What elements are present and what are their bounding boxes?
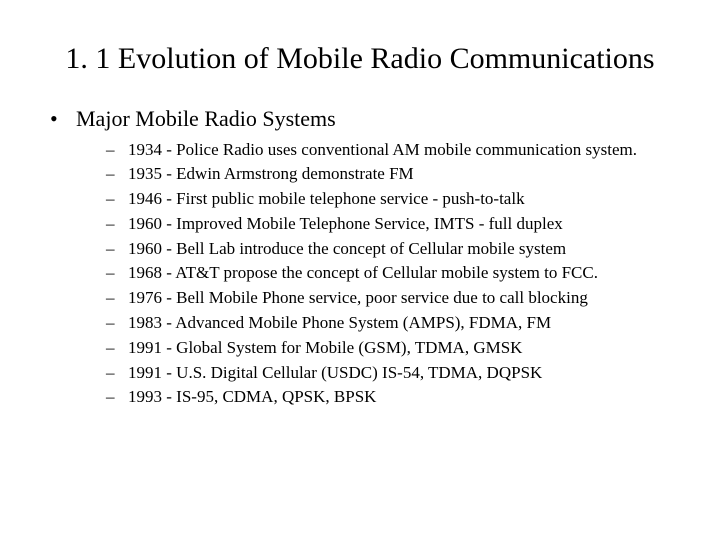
list-item: 1946 - First public mobile telephone ser…	[106, 187, 690, 211]
bullet-label: Major Mobile Radio Systems	[76, 106, 336, 131]
bullet-item: Major Mobile Radio Systems 1934 - Police…	[50, 106, 690, 410]
slide: 1. 1 Evolution of Mobile Radio Communica…	[0, 0, 720, 540]
list-item: 1968 - AT&T propose the concept of Cellu…	[106, 261, 690, 285]
slide-title: 1. 1 Evolution of Mobile Radio Communica…	[30, 40, 690, 78]
bullet-list-level2: 1934 - Police Radio uses conventional AM…	[106, 138, 690, 410]
list-item: 1960 - Bell Lab introduce the concept of…	[106, 237, 690, 261]
list-item: 1983 - Advanced Mobile Phone System (AMP…	[106, 311, 690, 335]
list-item: 1993 - IS-95, CDMA, QPSK, BPSK	[106, 385, 690, 409]
list-item: 1991 - U.S. Digital Cellular (USDC) IS-5…	[106, 361, 690, 385]
list-item: 1934 - Police Radio uses conventional AM…	[106, 138, 690, 162]
list-item: 1991 - Global System for Mobile (GSM), T…	[106, 336, 690, 360]
list-item: 1960 - Improved Mobile Telephone Service…	[106, 212, 690, 236]
bullet-list-level1: Major Mobile Radio Systems 1934 - Police…	[50, 106, 690, 410]
list-item: 1935 - Edwin Armstrong demonstrate FM	[106, 162, 690, 186]
list-item: 1976 - Bell Mobile Phone service, poor s…	[106, 286, 690, 310]
